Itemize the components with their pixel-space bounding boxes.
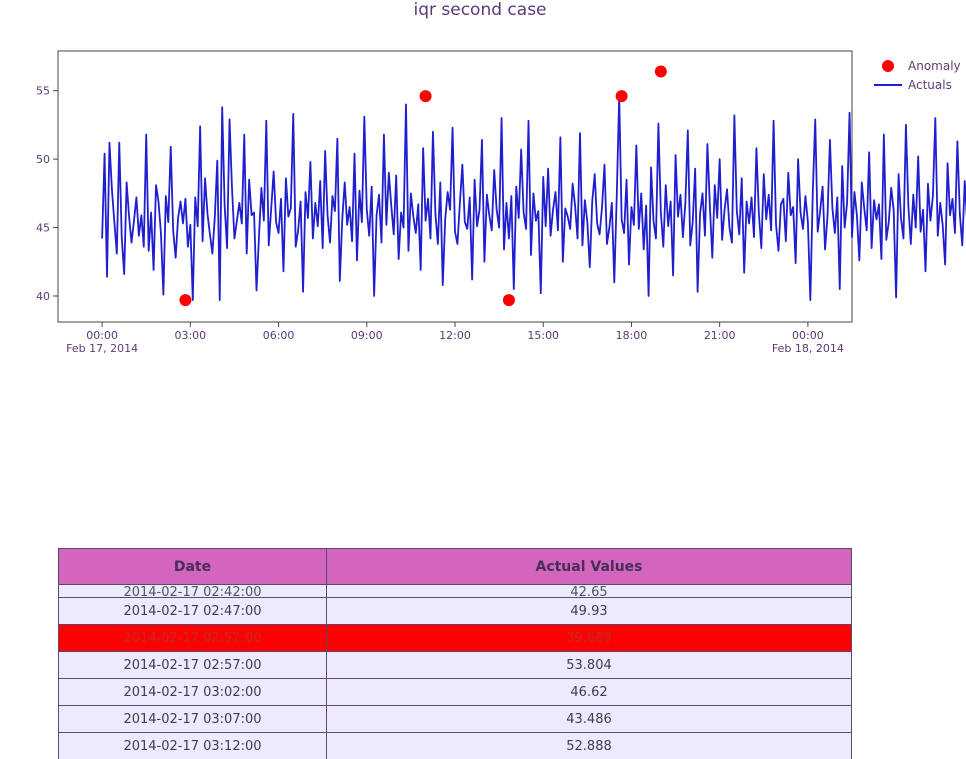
table-cell-value: 49.93: [327, 598, 852, 625]
table-row[interactable]: 2014-02-17 02:57:00 53.804: [59, 652, 852, 679]
legend[interactable]: Anomaly Actuals: [874, 59, 961, 92]
column-header-actual-values[interactable]: Actual Values: [327, 549, 852, 585]
x-tick-label: 00:00: [792, 329, 824, 342]
table-cell-date: 2014-02-17 03:12:00: [59, 733, 327, 759]
x-tick-label: 18:00: [616, 329, 648, 342]
legend-item-actuals[interactable]: Actuals: [874, 78, 952, 92]
table-row[interactable]: 2014-02-17 03:12:00 52.888: [59, 733, 852, 759]
y-tick-label: 40: [36, 290, 50, 303]
table-row-anomaly[interactable]: 2014-02-17 02:52:00 39.689: [59, 625, 852, 652]
x-tick-label: 03:00: [174, 329, 206, 342]
x-tick-label: 21:00: [704, 329, 736, 342]
anomaly-point[interactable]: [655, 66, 667, 78]
x-tick-sublabel: Feb 17, 2014: [66, 342, 138, 355]
table-cell-value: 52.888: [327, 733, 852, 759]
table-cell-date: 2014-02-17 02:47:00: [59, 598, 327, 625]
table-cell-date: 2014-02-17 02:57:00: [59, 652, 327, 679]
anomaly-point[interactable]: [420, 90, 432, 102]
x-tick-label: 12:00: [439, 329, 471, 342]
data-table: Date Actual Values 2014-02-17 02:42:00 4…: [58, 548, 852, 759]
y-tick-label: 45: [36, 222, 50, 235]
table-cell-value: 43.486: [327, 706, 852, 733]
table-row[interactable]: 2014-02-17 03:02:00 46.62: [59, 679, 852, 706]
y-tick-label: 50: [36, 153, 50, 166]
table-cell-value: 53.804: [327, 652, 852, 679]
table-cell-value: 42.65: [327, 585, 852, 598]
x-tick-label: 00:00: [86, 329, 118, 342]
table-cell-date: 2014-02-17 02:42:00: [59, 585, 327, 598]
y-axis: 40 45 50 55: [36, 85, 58, 303]
table-header-row: Date Actual Values: [59, 549, 852, 585]
table-row[interactable]: 2014-02-17 02:47:00 49.93: [59, 598, 852, 625]
table-cell-date: 2014-02-17 02:52:00: [59, 625, 327, 652]
anomaly-point[interactable]: [503, 294, 515, 306]
legend-marker-anomaly: [882, 60, 894, 72]
legend-label: Actuals: [908, 78, 952, 92]
table-cell-value: 46.62: [327, 679, 852, 706]
table-cell-date: 2014-02-17 03:07:00: [59, 706, 327, 733]
data-table-container[interactable]: Date Actual Values 2014-02-17 02:42:00 4…: [58, 548, 852, 759]
table-cell-date: 2014-02-17 03:02:00: [59, 679, 327, 706]
x-tick-label: 06:00: [263, 329, 295, 342]
legend-item-anomaly[interactable]: Anomaly: [882, 59, 961, 73]
legend-label: Anomaly: [908, 59, 961, 73]
table-row[interactable]: 2014-02-17 03:07:00 43.486: [59, 706, 852, 733]
x-tick-label: 09:00: [351, 329, 383, 342]
anomaly-point[interactable]: [616, 90, 628, 102]
table-cell-value: 39.689: [327, 625, 852, 652]
anomaly-point[interactable]: [179, 294, 191, 306]
table-body: 2014-02-17 02:42:00 42.65 2014-02-17 02:…: [59, 585, 852, 759]
y-tick-label: 55: [36, 85, 50, 98]
x-tick-label: 15:00: [527, 329, 559, 342]
table-row-partial: 2014-02-17 02:42:00 42.65: [59, 585, 852, 598]
x-tick-sublabel: Feb 18, 2014: [772, 342, 844, 355]
column-header-date[interactable]: Date: [59, 549, 327, 585]
